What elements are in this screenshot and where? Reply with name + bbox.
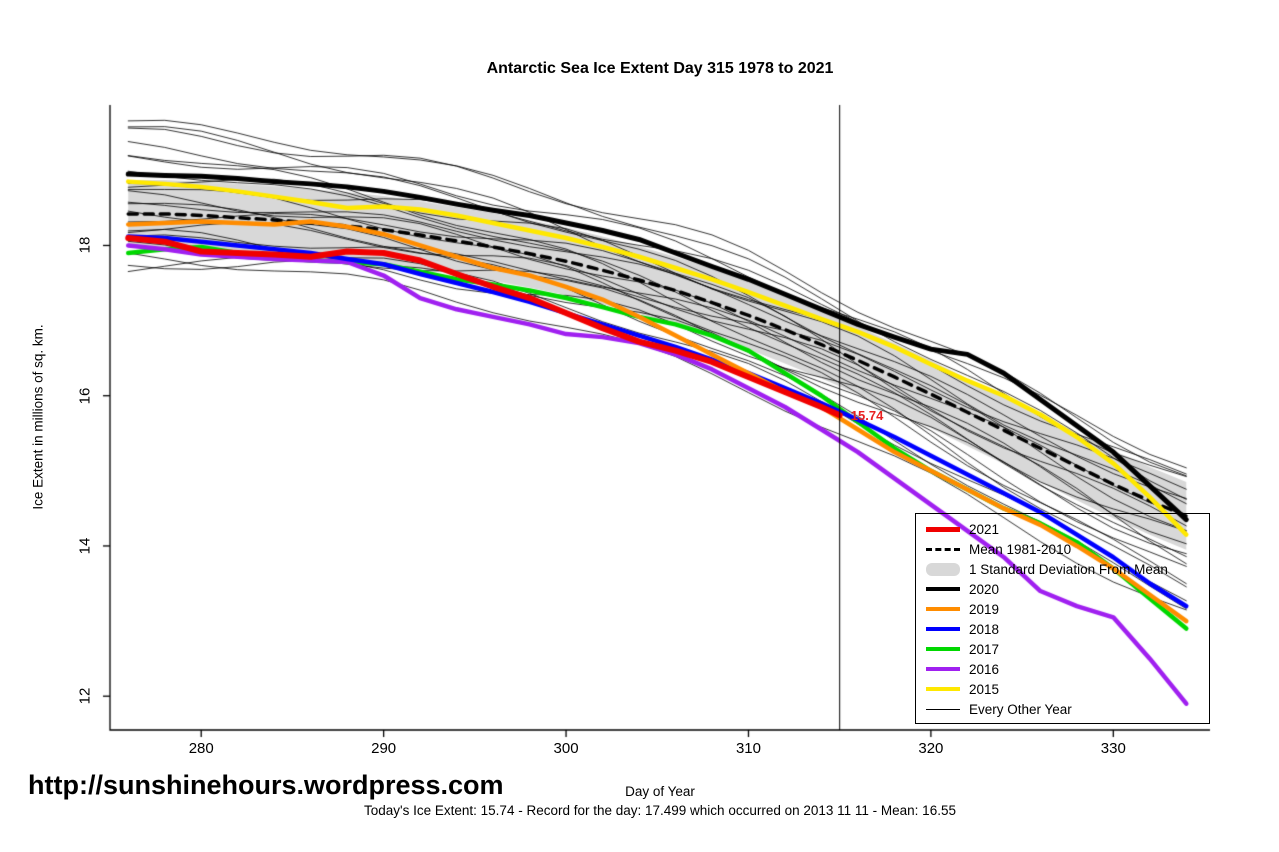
legend-label: 2020 <box>969 581 1000 597</box>
line-swatch-icon <box>926 708 960 710</box>
legend-item: 1 Standard Deviation From Mean <box>926 559 1209 579</box>
line-swatch-icon <box>926 627 960 631</box>
line-swatch-icon <box>926 647 960 651</box>
legend-item: 2020 <box>926 579 1209 599</box>
dashed-line-swatch-icon <box>926 547 960 551</box>
legend-item: 2019 <box>926 599 1209 619</box>
legend-label: 2015 <box>969 681 1000 697</box>
legend-item: Mean 1981-2010 <box>926 539 1209 559</box>
legend-item: 2017 <box>926 639 1209 659</box>
y-tick-label: 12 <box>76 687 94 705</box>
x-tick-label: 280 <box>188 740 214 757</box>
line-swatch-icon <box>926 607 960 611</box>
legend-item: 2021 <box>926 519 1209 539</box>
x-tick-label: 300 <box>553 740 579 757</box>
legend-label: 2021 <box>969 521 1000 537</box>
y-tick-label: 18 <box>76 237 94 254</box>
legend: 2021 Mean 1981-2010 1 Standard Deviation F… <box>915 513 1210 724</box>
line-swatch-icon <box>926 526 960 532</box>
chart-title: Antarctic Sea Ice Extent Day 315 1978 to… <box>486 60 834 77</box>
line-swatch-icon <box>926 667 960 671</box>
line-swatch-icon <box>926 587 960 591</box>
legend-label: 2017 <box>969 641 1000 657</box>
legend-item: 2015 <box>926 679 1209 699</box>
x-tick-label: 310 <box>735 740 761 757</box>
legend-label: Every Other Year <box>969 701 1072 717</box>
legend-label: 2019 <box>969 601 1000 617</box>
x-axis-label: Day of Year <box>625 784 695 799</box>
legend-item: 2016 <box>926 659 1209 679</box>
x-tick-label: 290 <box>371 740 397 757</box>
y-axis-label: Ice Extent in millions of sq. km. <box>30 324 46 510</box>
legend-label: Mean 1981-2010 <box>969 541 1072 557</box>
y-tick-label: 14 <box>76 537 94 555</box>
band-swatch-icon <box>926 562 960 576</box>
x-tick-label: 330 <box>1100 740 1126 757</box>
site-url: http://sunshinehours.wordpress.com <box>28 770 504 800</box>
legend-item: Every Other Year <box>926 699 1209 719</box>
legend-label: 2018 <box>969 621 1000 637</box>
status-line: Today's Ice Extent: 15.74 - Record for t… <box>364 803 956 818</box>
legend-label: 2016 <box>969 661 1000 677</box>
y-tick-label: 16 <box>76 387 94 405</box>
x-tick-label: 320 <box>918 740 944 757</box>
legend-label: 1 Standard Deviation From Mean <box>969 561 1168 577</box>
legend-item: 2018 <box>926 619 1209 639</box>
line-swatch-icon <box>926 687 960 691</box>
current-value-annotation: 15.74 <box>850 408 884 424</box>
